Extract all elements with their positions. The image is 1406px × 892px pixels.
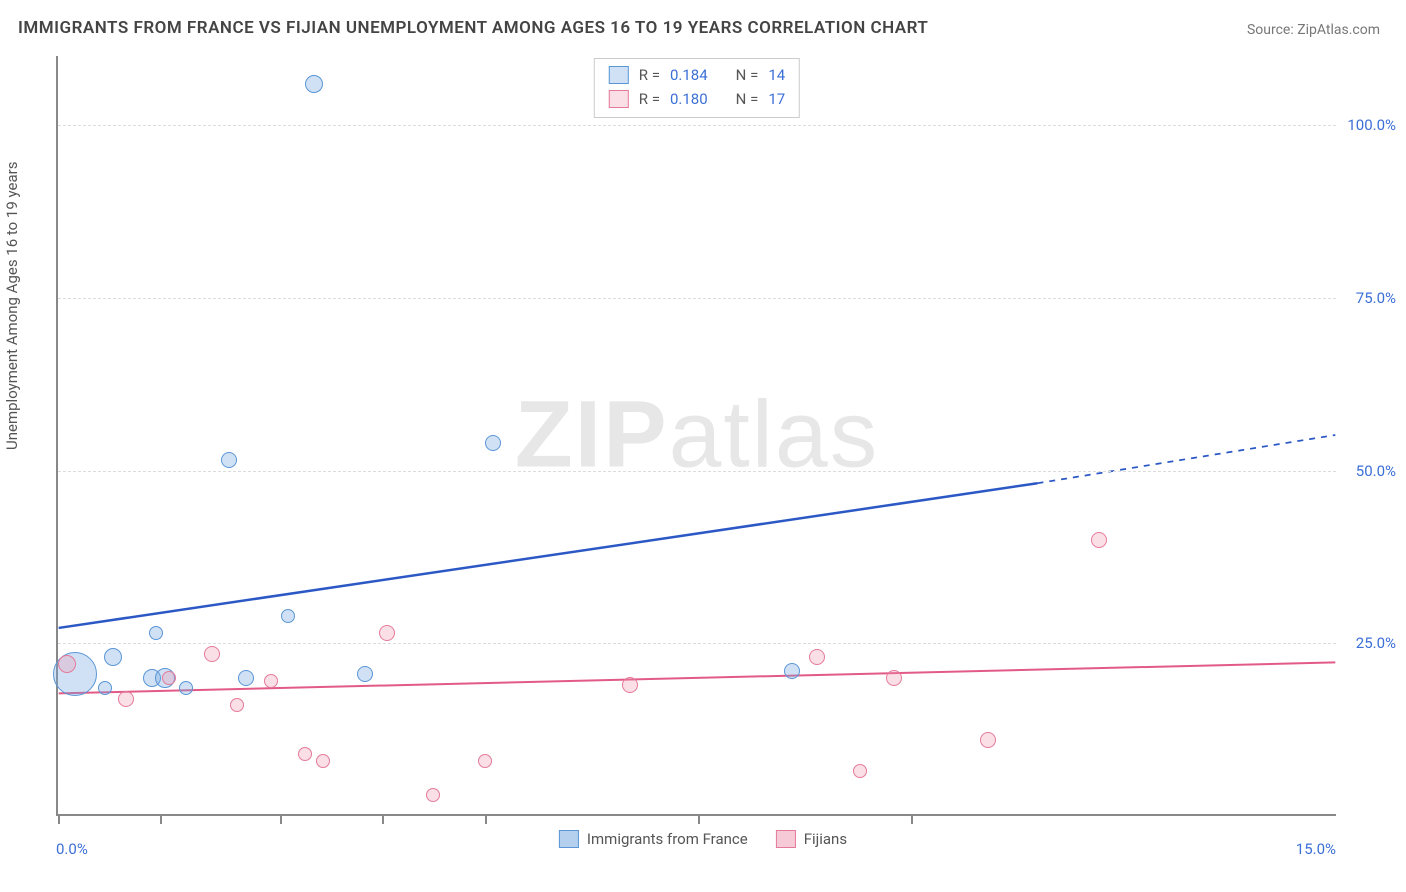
x-tick xyxy=(160,814,162,824)
data-point-series-1[interactable] xyxy=(298,747,312,761)
data-point-series-1[interactable] xyxy=(264,674,278,688)
x-tick xyxy=(485,814,487,824)
data-point-series-1[interactable] xyxy=(118,691,134,707)
plot-area: ZIPatlas R = 0.184 N = 14 R = 0.180 N = … xyxy=(56,56,1336,816)
data-point-series-0[interactable] xyxy=(281,609,295,623)
gridline xyxy=(58,298,1336,299)
trend-line xyxy=(59,483,1038,628)
data-point-series-0[interactable] xyxy=(179,681,193,695)
legend-swatch-series-0 xyxy=(609,66,629,84)
legend-n-value-0: 14 xyxy=(768,63,785,87)
data-point-series-1[interactable] xyxy=(58,655,76,673)
data-point-series-1[interactable] xyxy=(980,732,996,748)
data-point-series-0[interactable] xyxy=(784,663,800,679)
y-tick-label: 50.0% xyxy=(1341,462,1396,480)
y-axis-label: Unemployment Among Ages 16 to 19 years xyxy=(3,162,21,450)
data-point-series-1[interactable] xyxy=(426,788,440,802)
chart-title: IMMIGRANTS FROM FRANCE VS FIJIAN UNEMPLO… xyxy=(18,18,928,38)
data-point-series-1[interactable] xyxy=(886,670,902,686)
legend-r-value-1: 0.180 xyxy=(670,87,708,111)
data-point-series-1[interactable] xyxy=(162,671,176,685)
legend-swatch-series-1 xyxy=(609,90,629,108)
data-point-series-1[interactable] xyxy=(1091,532,1107,548)
data-point-series-0[interactable] xyxy=(357,666,373,682)
x-tick xyxy=(58,814,60,824)
x-tick xyxy=(382,814,384,824)
series-legend-label-1: Fijians xyxy=(804,830,847,848)
data-point-series-1[interactable] xyxy=(622,677,638,693)
data-point-series-1[interactable] xyxy=(809,649,825,665)
x-tick xyxy=(911,814,913,824)
data-point-series-1[interactable] xyxy=(478,754,492,768)
chart-container: IMMIGRANTS FROM FRANCE VS FIJIAN UNEMPLO… xyxy=(0,0,1406,892)
x-axis-min-label: 0.0% xyxy=(56,840,88,858)
legend-r-label-0: R = xyxy=(639,63,660,87)
y-tick-label: 25.0% xyxy=(1341,634,1396,652)
data-point-series-1[interactable] xyxy=(316,754,330,768)
correlation-legend-row-0: R = 0.184 N = 14 xyxy=(609,63,785,87)
series-legend: Immigrants from France Fijians xyxy=(553,830,853,848)
data-point-series-1[interactable] xyxy=(230,698,244,712)
series-legend-item-1: Fijians xyxy=(776,830,847,848)
series-legend-swatch-0 xyxy=(559,830,579,848)
data-point-series-1[interactable] xyxy=(853,764,867,778)
correlation-legend-row-1: R = 0.180 N = 17 xyxy=(609,87,785,111)
data-point-series-0[interactable] xyxy=(305,75,323,93)
data-point-series-0[interactable] xyxy=(149,626,163,640)
gridline xyxy=(58,471,1336,472)
legend-n-label-1: N = xyxy=(736,87,759,111)
y-tick-label: 75.0% xyxy=(1341,289,1396,307)
data-point-series-0[interactable] xyxy=(104,648,122,666)
legend-n-value-1: 17 xyxy=(768,87,785,111)
series-legend-swatch-1 xyxy=(776,830,796,848)
data-point-series-0[interactable] xyxy=(485,435,501,451)
gridline xyxy=(58,643,1336,644)
series-legend-label-0: Immigrants from France xyxy=(587,830,748,848)
trend-lines-svg xyxy=(58,56,1336,814)
legend-r-label-1: R = xyxy=(639,87,660,111)
data-point-series-0[interactable] xyxy=(98,681,112,695)
data-point-series-0[interactable] xyxy=(221,452,237,468)
data-point-series-1[interactable] xyxy=(379,625,395,641)
series-legend-item-0: Immigrants from France xyxy=(559,830,748,848)
legend-n-label-0: N = xyxy=(736,63,759,87)
data-point-series-1[interactable] xyxy=(204,646,220,662)
x-tick xyxy=(698,814,700,824)
correlation-legend: R = 0.184 N = 14 R = 0.180 N = 17 xyxy=(594,58,800,118)
x-axis-max-label: 15.0% xyxy=(1296,840,1336,858)
source-attribution: Source: ZipAtlas.com xyxy=(1247,22,1380,38)
trend-line-extrapolated xyxy=(1037,435,1335,483)
gridline xyxy=(58,125,1336,126)
data-point-series-0[interactable] xyxy=(238,670,254,686)
legend-r-value-0: 0.184 xyxy=(670,63,708,87)
x-tick xyxy=(280,814,282,824)
y-tick-label: 100.0% xyxy=(1341,116,1396,134)
